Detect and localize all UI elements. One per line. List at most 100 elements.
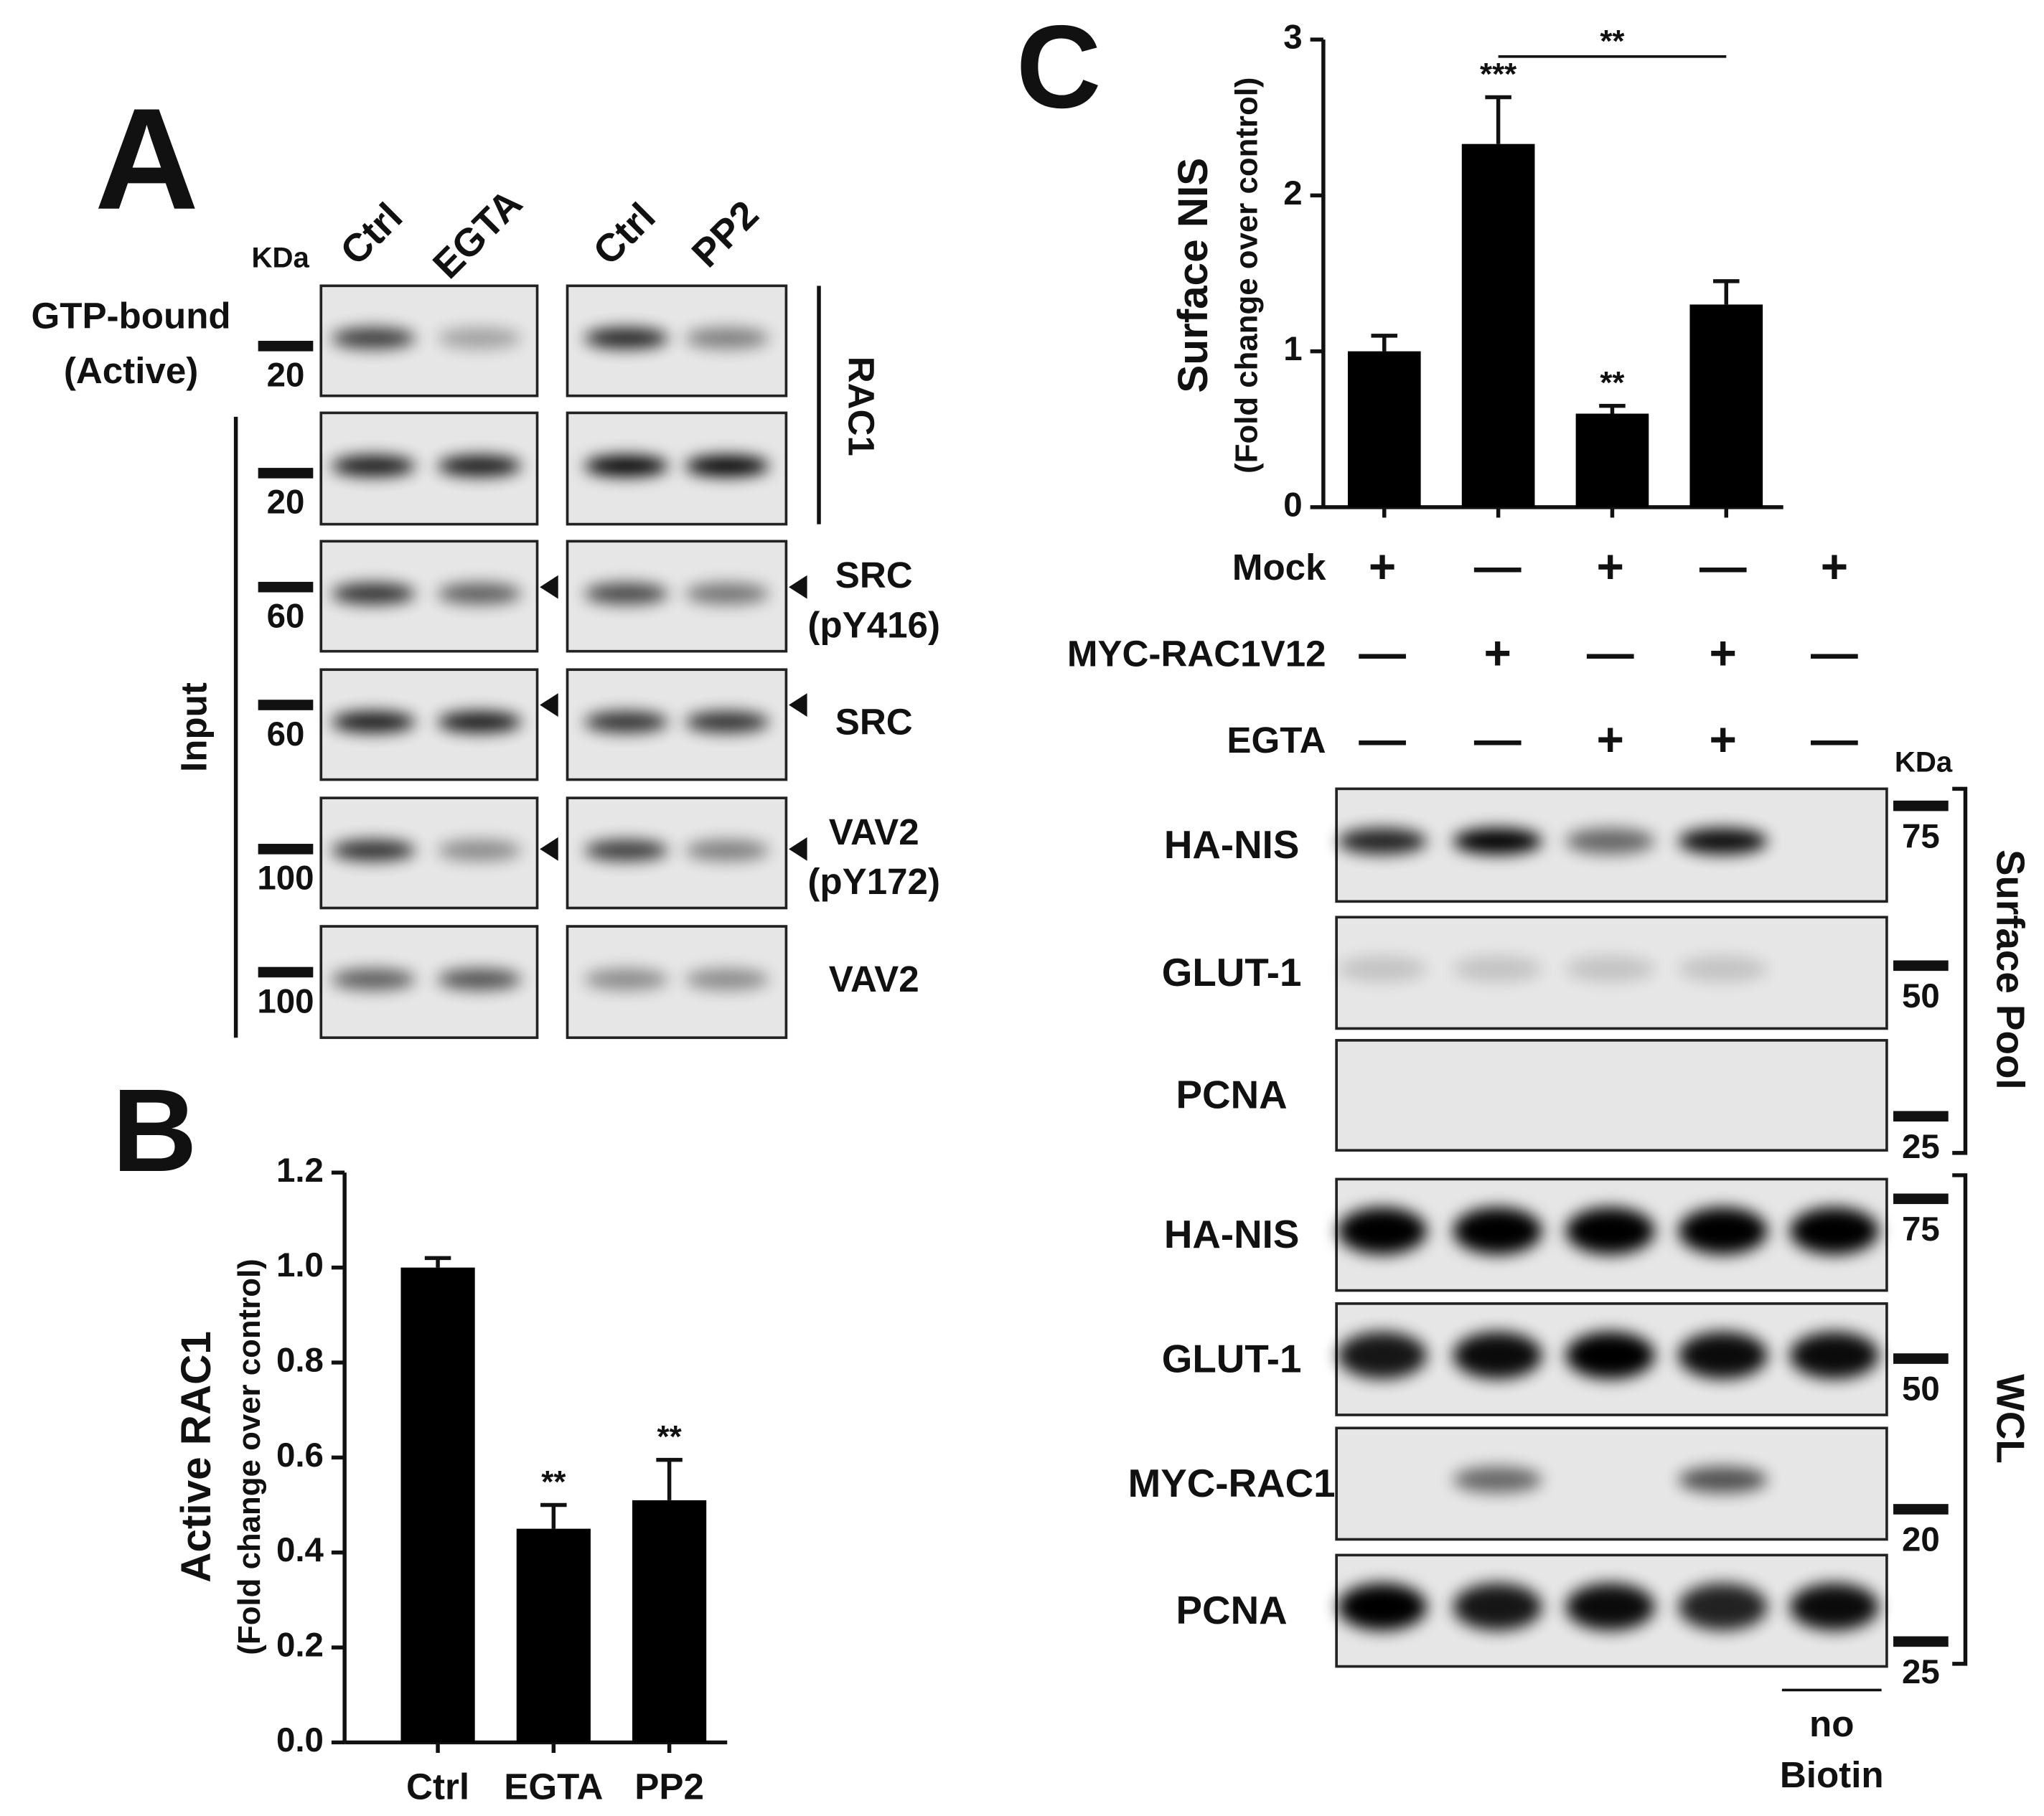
condition-sign: + (1597, 540, 1624, 593)
no-biotin: Biotin (1780, 1754, 1884, 1795)
error-bar (1485, 95, 1511, 144)
y-tick-label: 2 (1283, 174, 1302, 212)
band (1565, 1207, 1655, 1255)
marker-label: 25 (1902, 1128, 1940, 1166)
input-label: Input (173, 682, 214, 772)
y-tick-label: 3 (1283, 19, 1302, 57)
error-bar (424, 1256, 451, 1268)
band (584, 327, 669, 349)
condition-sign: — (1474, 713, 1522, 766)
x-tick-label: EGTA (504, 1766, 603, 1807)
marker-label: 60 (267, 715, 305, 753)
condition-sign: + (1710, 713, 1737, 766)
band (437, 839, 522, 861)
band (584, 969, 669, 990)
marker-bar (258, 966, 314, 978)
condition-sign: + (1597, 713, 1624, 766)
lane-label: PP2 (683, 192, 767, 276)
band (1337, 828, 1427, 855)
marker-label: 75 (1902, 817, 1940, 855)
band (584, 711, 669, 733)
lane-label: Ctrl (584, 194, 664, 273)
y-tick-label: 0.2 (276, 1627, 324, 1665)
lane-label: Ctrl (332, 194, 411, 273)
row-label: VAV2 (829, 959, 919, 999)
band (685, 327, 769, 349)
y-tick-label: 0.8 (276, 1342, 324, 1380)
marker-bar (1893, 1353, 1949, 1364)
band (1789, 1207, 1879, 1255)
row-label: PCNA (1176, 1073, 1288, 1117)
condition-sign: + (1710, 626, 1737, 679)
no-biotin: no (1809, 1703, 1854, 1744)
y-tick-label: 0 (1283, 486, 1302, 524)
condition-sign: — (1811, 713, 1858, 766)
condition-sign: — (1811, 626, 1858, 679)
band (331, 455, 416, 476)
band (685, 455, 769, 476)
bar (632, 1500, 707, 1743)
y-tick-label: 0.0 (276, 1721, 324, 1759)
marker-label: 100 (257, 982, 314, 1020)
condition-label: EGTA (1227, 720, 1326, 761)
marker-label: 25 (1902, 1653, 1940, 1691)
band (1678, 1467, 1768, 1493)
row-label: GTP-bound (31, 295, 230, 336)
band (1565, 1332, 1655, 1379)
arrowhead (789, 693, 807, 717)
band (437, 455, 522, 476)
band (1337, 956, 1427, 982)
band (584, 583, 669, 604)
marker-label: 20 (267, 357, 305, 395)
condition-label: MYC-RAC1V12 (1067, 633, 1326, 674)
band (1453, 956, 1542, 982)
band (1678, 828, 1768, 855)
blot (1335, 1039, 1888, 1152)
arrowhead (789, 575, 807, 599)
error-bar (656, 1457, 683, 1500)
y-axis-sublabel: (Fold change over control) (1229, 77, 1264, 474)
condition-sign: — (1700, 540, 1747, 593)
band (1789, 1583, 1879, 1631)
condition-sign: + (1821, 540, 1848, 593)
arrowhead (789, 837, 807, 861)
marker-label: 20 (267, 484, 305, 522)
y-tick-label: 0.4 (276, 1531, 324, 1569)
band (331, 583, 416, 604)
kda-label: KDa (1895, 745, 1953, 778)
band (1678, 956, 1768, 982)
band (1453, 1332, 1542, 1379)
error-bar (540, 1502, 567, 1529)
significance: *** (1480, 57, 1516, 92)
band (584, 839, 669, 861)
panel-label: A (95, 78, 199, 240)
marker-bar (258, 340, 314, 352)
marker-bar (1893, 1504, 1949, 1515)
rac1-label: RAC1 (840, 357, 881, 456)
marker-label: 20 (1902, 1521, 1940, 1559)
condition-sign: — (1587, 626, 1634, 679)
band (1337, 1207, 1427, 1255)
y-tick-label: 1.2 (276, 1152, 324, 1190)
group-label: Surface Pool (1988, 850, 2033, 1090)
condition-sign: + (1484, 626, 1511, 679)
band (331, 327, 416, 349)
row-label: (pY172) (807, 861, 940, 902)
band (437, 711, 522, 733)
marker-label: 50 (1902, 1370, 1940, 1408)
marker-bar (1893, 800, 1949, 811)
error-bar (1713, 279, 1740, 305)
band (685, 969, 769, 990)
arrowhead (540, 837, 558, 861)
band (331, 969, 416, 990)
error-bar (1371, 334, 1398, 352)
band (1678, 1583, 1768, 1631)
y-tick-label: 1 (1283, 330, 1302, 368)
condition-sign: — (1474, 540, 1522, 593)
significance: ** (541, 1464, 566, 1500)
bar (1461, 144, 1535, 507)
marker-label: 75 (1902, 1210, 1940, 1248)
band (1565, 828, 1655, 855)
y-axis-sublabel: (Fold change over control) (232, 1259, 267, 1655)
row-label: SRC (835, 701, 913, 742)
